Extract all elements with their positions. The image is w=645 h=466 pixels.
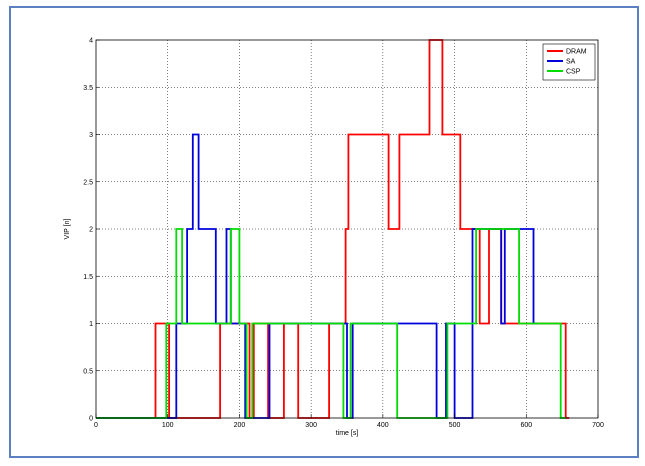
x-tick-label: 100: [162, 422, 174, 429]
x-tick-label: 600: [520, 422, 532, 429]
y-ticks: 0 0.5 1 1.5 2 2.5 3 3.5 4: [83, 38, 100, 423]
x-tick-label: 500: [449, 422, 461, 429]
x-tick-label: 300: [305, 422, 317, 429]
y-axis-label: VIP [n]: [64, 219, 71, 240]
legend-label-dram: DRAM: [566, 49, 587, 56]
y-tick-label: 0: [89, 416, 93, 423]
y-tick-label: 2: [89, 227, 93, 234]
x-tick-label: 400: [377, 422, 389, 429]
y-tick-label: 3.5: [83, 85, 93, 92]
x-axis-label: time [s]: [336, 430, 359, 437]
series-line-dram: [96, 39, 570, 419]
legend-label-csp: CSP: [566, 69, 581, 76]
x-tick-label: 200: [234, 422, 246, 429]
x-tick-label: 0: [94, 422, 98, 429]
y-tick-label: 4: [89, 38, 93, 45]
figure-frame: 0 100 200 300 400 500 600 700 0 0.5 1 1.5 2 2.5 3 3.5 4…: [9, 6, 639, 458]
legend-label-sa: SA: [566, 59, 576, 66]
x-ticks: 0 100 200 300 400 500 600 700: [94, 414, 604, 429]
y-tick-label: 1: [89, 321, 93, 328]
y-tick-label: 1.5: [83, 274, 93, 281]
x-tick-label: 700: [592, 422, 604, 429]
series-lines: [96, 39, 570, 419]
y-tick-label: 2.5: [83, 179, 93, 186]
y-tick-label: 3: [89, 132, 93, 139]
series-line-csp: [96, 228, 566, 419]
step-chart: 0 100 200 300 400 500 600 700 0 0.5 1 1.5 2 2.5 3 3.5 4…: [64, 38, 604, 438]
legend: DRAM SA CSP: [542, 43, 596, 81]
y-tick-label: 0.5: [83, 368, 93, 375]
